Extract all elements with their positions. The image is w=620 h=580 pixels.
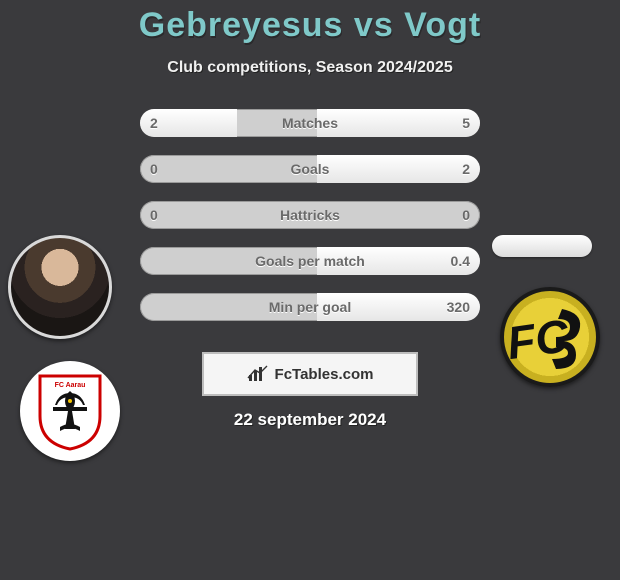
player-left-avatar: [8, 235, 112, 339]
brand-text: FcTables.com: [275, 366, 374, 383]
stat-bar: 0Hattricks0: [140, 201, 480, 229]
stat-bar: Goals per match0.4: [140, 247, 480, 275]
crest-right-icon: FC: [510, 297, 590, 377]
club-crest-right: FC: [500, 287, 600, 387]
stat-label: Matches: [140, 109, 480, 137]
stat-value-right: 2: [462, 155, 470, 183]
stat-label: Hattricks: [140, 201, 480, 229]
stat-value-right: 0.4: [451, 247, 470, 275]
stat-value-right: 320: [447, 293, 470, 321]
date-text: 22 september 2024: [0, 410, 620, 430]
page-title: Gebreyesus vs Vogt: [0, 0, 620, 45]
stat-bar-list: 2Matches50Goals20Hattricks0Goals per mat…: [140, 109, 480, 339]
stat-value-right: 0: [462, 201, 470, 229]
subtitle: Club competitions, Season 2024/2025: [0, 59, 620, 77]
stat-value-right: 5: [462, 109, 470, 137]
stat-label: Goals per match: [140, 247, 480, 275]
bar-chart-icon: [247, 365, 269, 383]
stat-label: Goals: [140, 155, 480, 183]
brand-box: FcTables.com: [202, 352, 418, 396]
stat-bar: 0Goals2: [140, 155, 480, 183]
comparison-card: Gebreyesus vs Vogt Club competitions, Se…: [0, 0, 620, 580]
stat-bar: Min per goal320: [140, 293, 480, 321]
stat-label: Min per goal: [140, 293, 480, 321]
svg-text:FC Aarau: FC Aarau: [55, 382, 86, 389]
player-right-avatar: [492, 235, 592, 257]
stat-bar: 2Matches5: [140, 109, 480, 137]
